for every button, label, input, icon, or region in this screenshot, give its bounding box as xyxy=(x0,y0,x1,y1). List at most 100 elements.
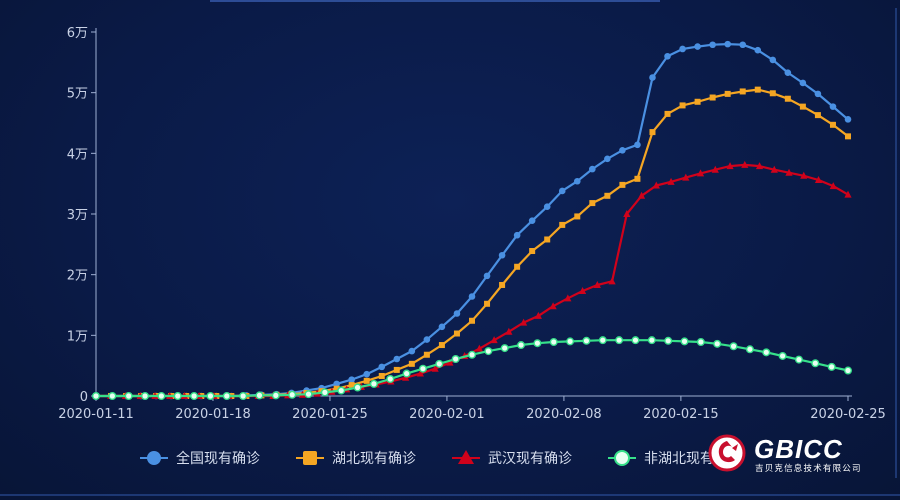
legend-circle-marker xyxy=(614,450,630,466)
y-axis: 0 1万 2万 3万 4万 5万 6万 xyxy=(67,26,97,405)
data-point xyxy=(549,338,558,347)
data-point xyxy=(784,69,792,76)
series-line xyxy=(96,88,849,398)
data-point xyxy=(724,40,731,48)
data-point xyxy=(543,203,551,211)
data-point xyxy=(108,392,117,401)
y-tick-label: 4万 xyxy=(67,147,88,162)
data-point xyxy=(664,336,673,345)
legend-label: 湖北现有确诊 xyxy=(332,451,416,467)
data-point xyxy=(785,168,793,176)
data-point xyxy=(393,355,401,363)
data-point xyxy=(222,392,231,401)
data-point xyxy=(664,110,671,117)
data-point xyxy=(844,366,853,375)
data-point xyxy=(829,121,836,128)
data-point xyxy=(604,192,611,199)
data-point xyxy=(416,369,424,377)
data-point xyxy=(800,171,808,179)
legend-triangle-marker xyxy=(458,450,474,464)
data-point xyxy=(696,338,705,347)
data-point xyxy=(778,351,787,360)
data-point xyxy=(363,370,371,378)
data-point xyxy=(408,347,416,355)
data-point xyxy=(499,281,506,288)
gbicc-emblem-icon xyxy=(708,434,746,472)
series-3 xyxy=(92,160,852,399)
x-tick-label: 2020-02-25 xyxy=(810,407,886,422)
data-point xyxy=(619,181,626,188)
data-point xyxy=(534,311,542,319)
data-point xyxy=(363,377,370,384)
data-point xyxy=(829,103,837,110)
data-point xyxy=(741,160,749,168)
data-point xyxy=(682,173,690,181)
data-point xyxy=(505,327,513,335)
y-tick-label: 5万 xyxy=(67,87,88,102)
data-point xyxy=(619,147,626,154)
data-point xyxy=(754,46,762,54)
x-tick-label: 2020-02-15 xyxy=(643,407,719,422)
data-point xyxy=(694,43,701,50)
data-point xyxy=(762,348,771,357)
data-point xyxy=(418,364,427,373)
data-point xyxy=(124,392,133,401)
data-point xyxy=(559,221,566,228)
svg-text:GBICC: GBICC xyxy=(754,434,843,464)
data-point xyxy=(255,391,264,400)
data-point xyxy=(739,41,747,49)
x-tick-label: 2020-02-08 xyxy=(526,407,602,422)
data-point xyxy=(739,88,746,95)
frame-top-accent xyxy=(210,0,660,2)
data-point xyxy=(844,190,852,198)
data-point xyxy=(239,392,248,401)
legend-item[interactable]: 武汉现有确诊 xyxy=(452,450,572,467)
y-tick-label: 2万 xyxy=(67,269,88,284)
frame-bottom-accent xyxy=(0,494,900,496)
data-point xyxy=(91,392,100,401)
data-point xyxy=(637,191,646,199)
legend[interactable]: 全国现有确诊 湖北现有确诊 武汉现有确诊 非湖北现有确诊 xyxy=(140,450,742,467)
data-point xyxy=(827,362,836,371)
x-tick-label: 2020-02-01 xyxy=(409,407,485,422)
series-1 xyxy=(92,40,852,400)
legend-item[interactable]: 全国现有确诊 xyxy=(140,450,260,467)
data-point xyxy=(799,103,806,110)
data-point xyxy=(709,94,716,101)
data-point xyxy=(490,336,498,344)
data-point xyxy=(829,182,837,190)
legend-item[interactable]: 湖北现有确诊 xyxy=(296,451,416,467)
data-point xyxy=(631,336,640,345)
data-point xyxy=(755,162,764,170)
data-point xyxy=(378,363,386,371)
data-point xyxy=(423,336,431,343)
data-point xyxy=(386,375,395,384)
data-point xyxy=(337,386,346,395)
data-point xyxy=(468,350,477,359)
data-point xyxy=(529,248,536,255)
data-point xyxy=(483,272,491,280)
data-point xyxy=(190,392,199,401)
data-point xyxy=(608,277,616,285)
gbicc-wordmark: GBICC 吉贝克信息技术有限公司 xyxy=(754,434,862,474)
data-point xyxy=(589,165,596,173)
data-point xyxy=(528,217,536,224)
data-point xyxy=(453,330,460,337)
data-point xyxy=(517,341,526,350)
data-point xyxy=(647,336,656,345)
data-point xyxy=(784,95,791,102)
data-point xyxy=(713,339,722,348)
series-layer xyxy=(91,40,853,401)
data-point xyxy=(393,366,400,373)
legend-label: 全国现有确诊 xyxy=(176,450,260,467)
series-line xyxy=(96,163,849,398)
series-4 xyxy=(91,336,853,401)
y-tick-label: 3万 xyxy=(67,208,88,223)
data-point xyxy=(514,263,521,270)
data-point xyxy=(623,210,631,217)
data-point xyxy=(598,336,607,345)
legend-circle-marker xyxy=(147,451,161,465)
svg-text:吉贝克信息技术有限公司: 吉贝克信息技术有限公司 xyxy=(755,463,862,474)
